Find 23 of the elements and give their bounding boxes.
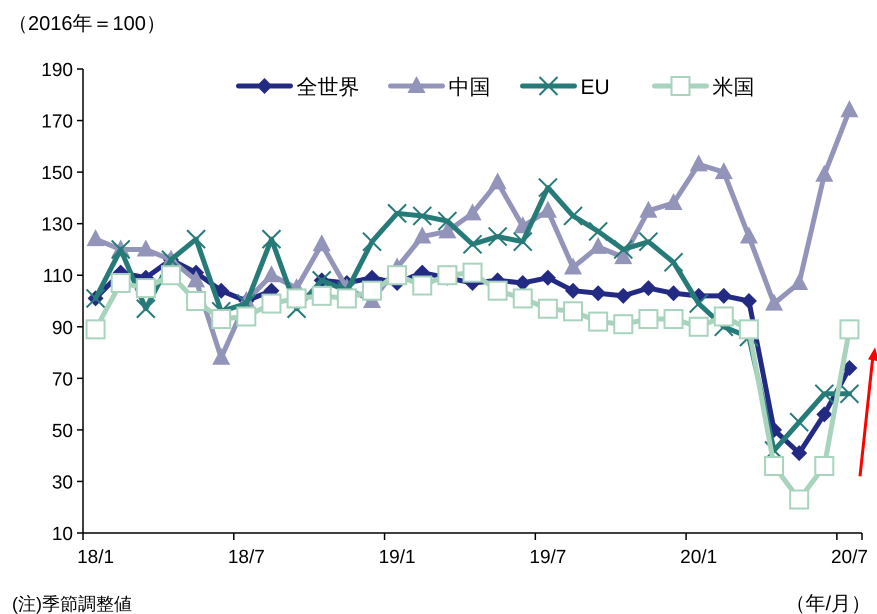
y-tick-label: 30: [52, 472, 73, 494]
y-tick-label: 190: [41, 60, 73, 81]
y-tick-label: 90: [52, 318, 73, 339]
legend-label: 米国: [712, 76, 754, 99]
y-tick-label: 150: [41, 163, 73, 184]
y-tick-label: 70: [52, 369, 73, 390]
text: (注)季節調整値: [12, 594, 132, 614]
y-tick-label: 170: [41, 112, 73, 133]
y-tick-label: 10: [52, 524, 73, 545]
x-tick-label: 20/7: [830, 547, 868, 568]
y-tick-label: 130: [41, 214, 73, 236]
y-tick-label: 50: [52, 420, 73, 442]
x-tick-label: 19/1: [378, 547, 416, 568]
y-tick-label: 110: [42, 266, 73, 288]
x-tick-label: 20/1: [680, 547, 718, 568]
legend-label: 中国: [448, 76, 490, 99]
x-axis-title: （年/月）: [785, 593, 871, 614]
x-tick-label: 18/1: [77, 547, 114, 568]
chart-title: （2016年＝100）: [8, 13, 166, 35]
legend-label: 全世界: [296, 76, 360, 99]
x-tick-label: 19/7: [529, 547, 566, 568]
legend-label: EU: [580, 76, 610, 99]
x-tick-label: 18/7: [228, 547, 265, 568]
